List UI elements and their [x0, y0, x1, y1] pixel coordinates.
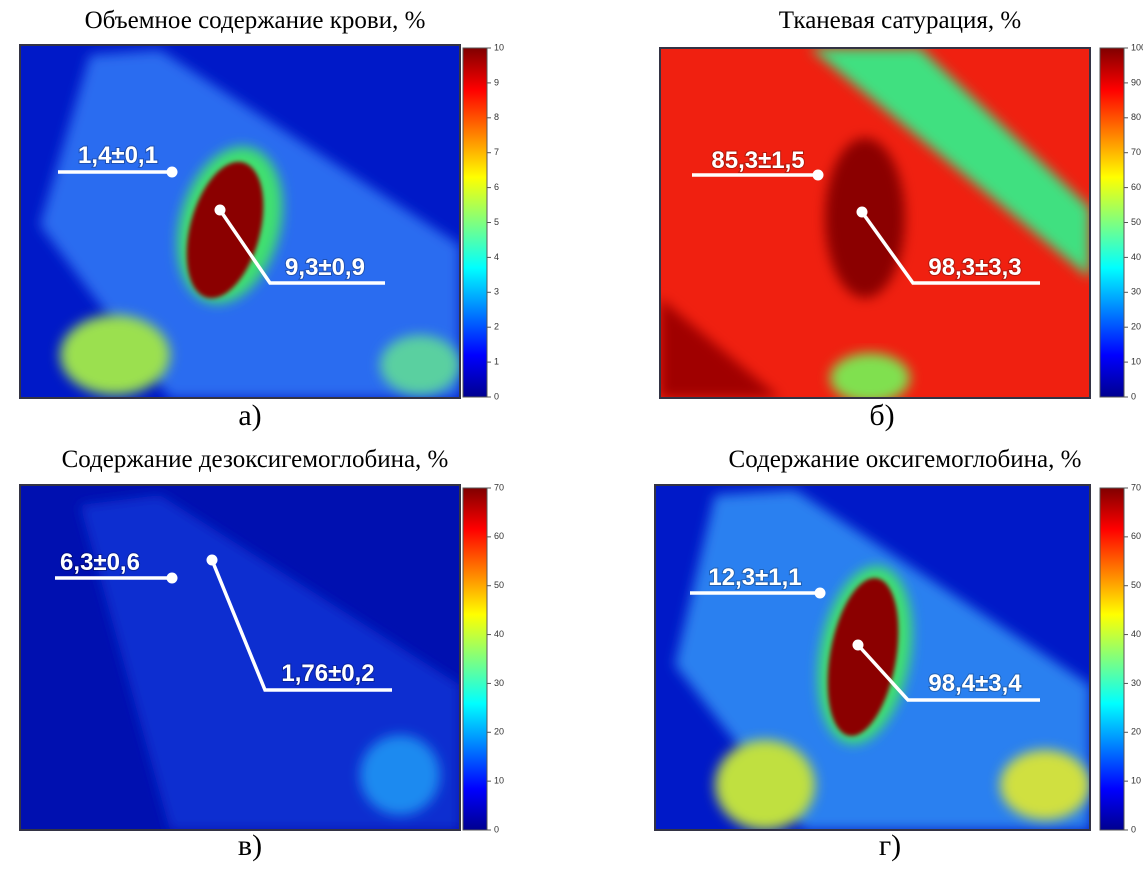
colorbar-tick-label: 0	[1131, 391, 1136, 401]
colorbar-tick-label: 30	[1131, 678, 1141, 688]
colorbar-tick-label: 9	[494, 77, 499, 87]
annotation-value: 98,4±3,4	[928, 670, 1022, 697]
panel-title: Объемное содержание крови, %	[85, 7, 426, 34]
colorbar-tick-label: 2	[494, 322, 499, 332]
panel-title: Содержание дезоксигемоглобина, %	[62, 446, 449, 473]
colorbar-tick-label: 3	[494, 287, 499, 297]
colorbar-tick-label: 4	[494, 252, 499, 262]
annotation-dot	[167, 167, 178, 178]
panel: Объемное содержание крови, % 0 1 2 3 4 5 6 7 8 9 10…	[20, 7, 504, 432]
annotation-dot	[207, 555, 218, 566]
annotation-value: 98,3±3,3	[928, 254, 1021, 281]
colorbar-tick-label: 0	[1131, 824, 1136, 834]
panel-title: Содержание оксигемоглобина, %	[729, 446, 1082, 473]
heatmap-image	[660, 48, 1090, 403]
panel-label: б)	[869, 399, 894, 432]
annotation-value: 1,76±0,2	[281, 660, 374, 687]
colorbar-tick-label: 0	[494, 824, 499, 834]
colorbar-tick-label: 20	[494, 727, 504, 737]
colorbar-tick-label: 5	[494, 217, 499, 227]
colorbar-tick-label: 10	[494, 776, 504, 786]
colorbar-tick-label: 60	[494, 531, 504, 541]
annotation-dot	[857, 207, 868, 218]
colorbar-tick-label: 10	[1131, 776, 1141, 786]
annotation-value: 85,3±1,5	[711, 147, 804, 174]
annotation-dot	[813, 170, 824, 181]
colorbar-tick-label: 50	[1131, 580, 1141, 590]
colorbar-tick-label: 100	[1131, 42, 1143, 52]
colorbar	[1100, 48, 1124, 397]
annotation-value: 1,4±0,1	[78, 142, 158, 169]
heatmap-image	[20, 485, 460, 830]
panel-label: г)	[879, 829, 901, 862]
colorbar-tick-label: 30	[1131, 287, 1141, 297]
colorbar-tick-label: 40	[494, 629, 504, 639]
annotation-value: 9,3±0,9	[285, 254, 365, 281]
annotation-dot	[167, 573, 178, 584]
colorbar-tick-label: 40	[1131, 629, 1141, 639]
colorbar	[463, 488, 487, 830]
annotation-dot	[215, 205, 226, 216]
colorbar-tick-label: 40	[1131, 252, 1141, 262]
colorbar	[463, 48, 487, 397]
colorbar-tick-label: 60	[1131, 531, 1141, 541]
colorbar-tick-label: 50	[1131, 217, 1141, 227]
panel: Тканевая сатурация, % 0 10 20 30 40 50 60 70 80 90…	[660, 7, 1143, 432]
colorbar-tick-label: 8	[494, 112, 499, 122]
panel-title: Тканевая сатурация, %	[779, 7, 1021, 34]
colorbar-tick-label: 70	[494, 482, 504, 492]
heatmap-image	[655, 485, 1090, 830]
colorbar-tick-label: 60	[1131, 182, 1141, 192]
colorbar-tick-label: 10	[494, 42, 504, 52]
colorbar-tick-label: 70	[1131, 482, 1141, 492]
figure: Объемное содержание крови, % 0 1 2 3 4 5 6 7 8 9 10…	[0, 0, 1143, 873]
colorbar-tick-label: 1	[494, 356, 499, 366]
annotation-value: 6,3±0,6	[60, 549, 140, 576]
panel: Содержание дезоксигемоглобина, % 0 10 20 30 4…	[20, 446, 504, 862]
colorbar-tick-label: 0	[494, 391, 499, 401]
colorbar-tick-label: 20	[1131, 322, 1141, 332]
annotation-dot	[815, 588, 826, 599]
panel: Содержание оксигемоглобина, % 0 10 20 30 40 50…	[655, 446, 1141, 862]
annotation-value: 12,3±1,1	[708, 564, 801, 591]
colorbar-tick-label: 10	[1131, 356, 1141, 366]
colorbar-tick-label: 7	[494, 147, 499, 157]
colorbar-tick-label: 80	[1131, 112, 1141, 122]
colorbar-tick-label: 70	[1131, 147, 1141, 157]
colorbar-tick-label: 50	[494, 580, 504, 590]
panel-label: а)	[238, 399, 261, 432]
colorbar-tick-label: 20	[1131, 727, 1141, 737]
colorbar-tick-label: 6	[494, 182, 499, 192]
heatmap-image	[20, 45, 460, 398]
colorbar	[1100, 488, 1124, 830]
colorbar-tick-label: 90	[1131, 77, 1141, 87]
colorbar-tick-label: 30	[494, 678, 504, 688]
annotation-dot	[853, 640, 864, 651]
panel-label: в)	[238, 829, 262, 862]
